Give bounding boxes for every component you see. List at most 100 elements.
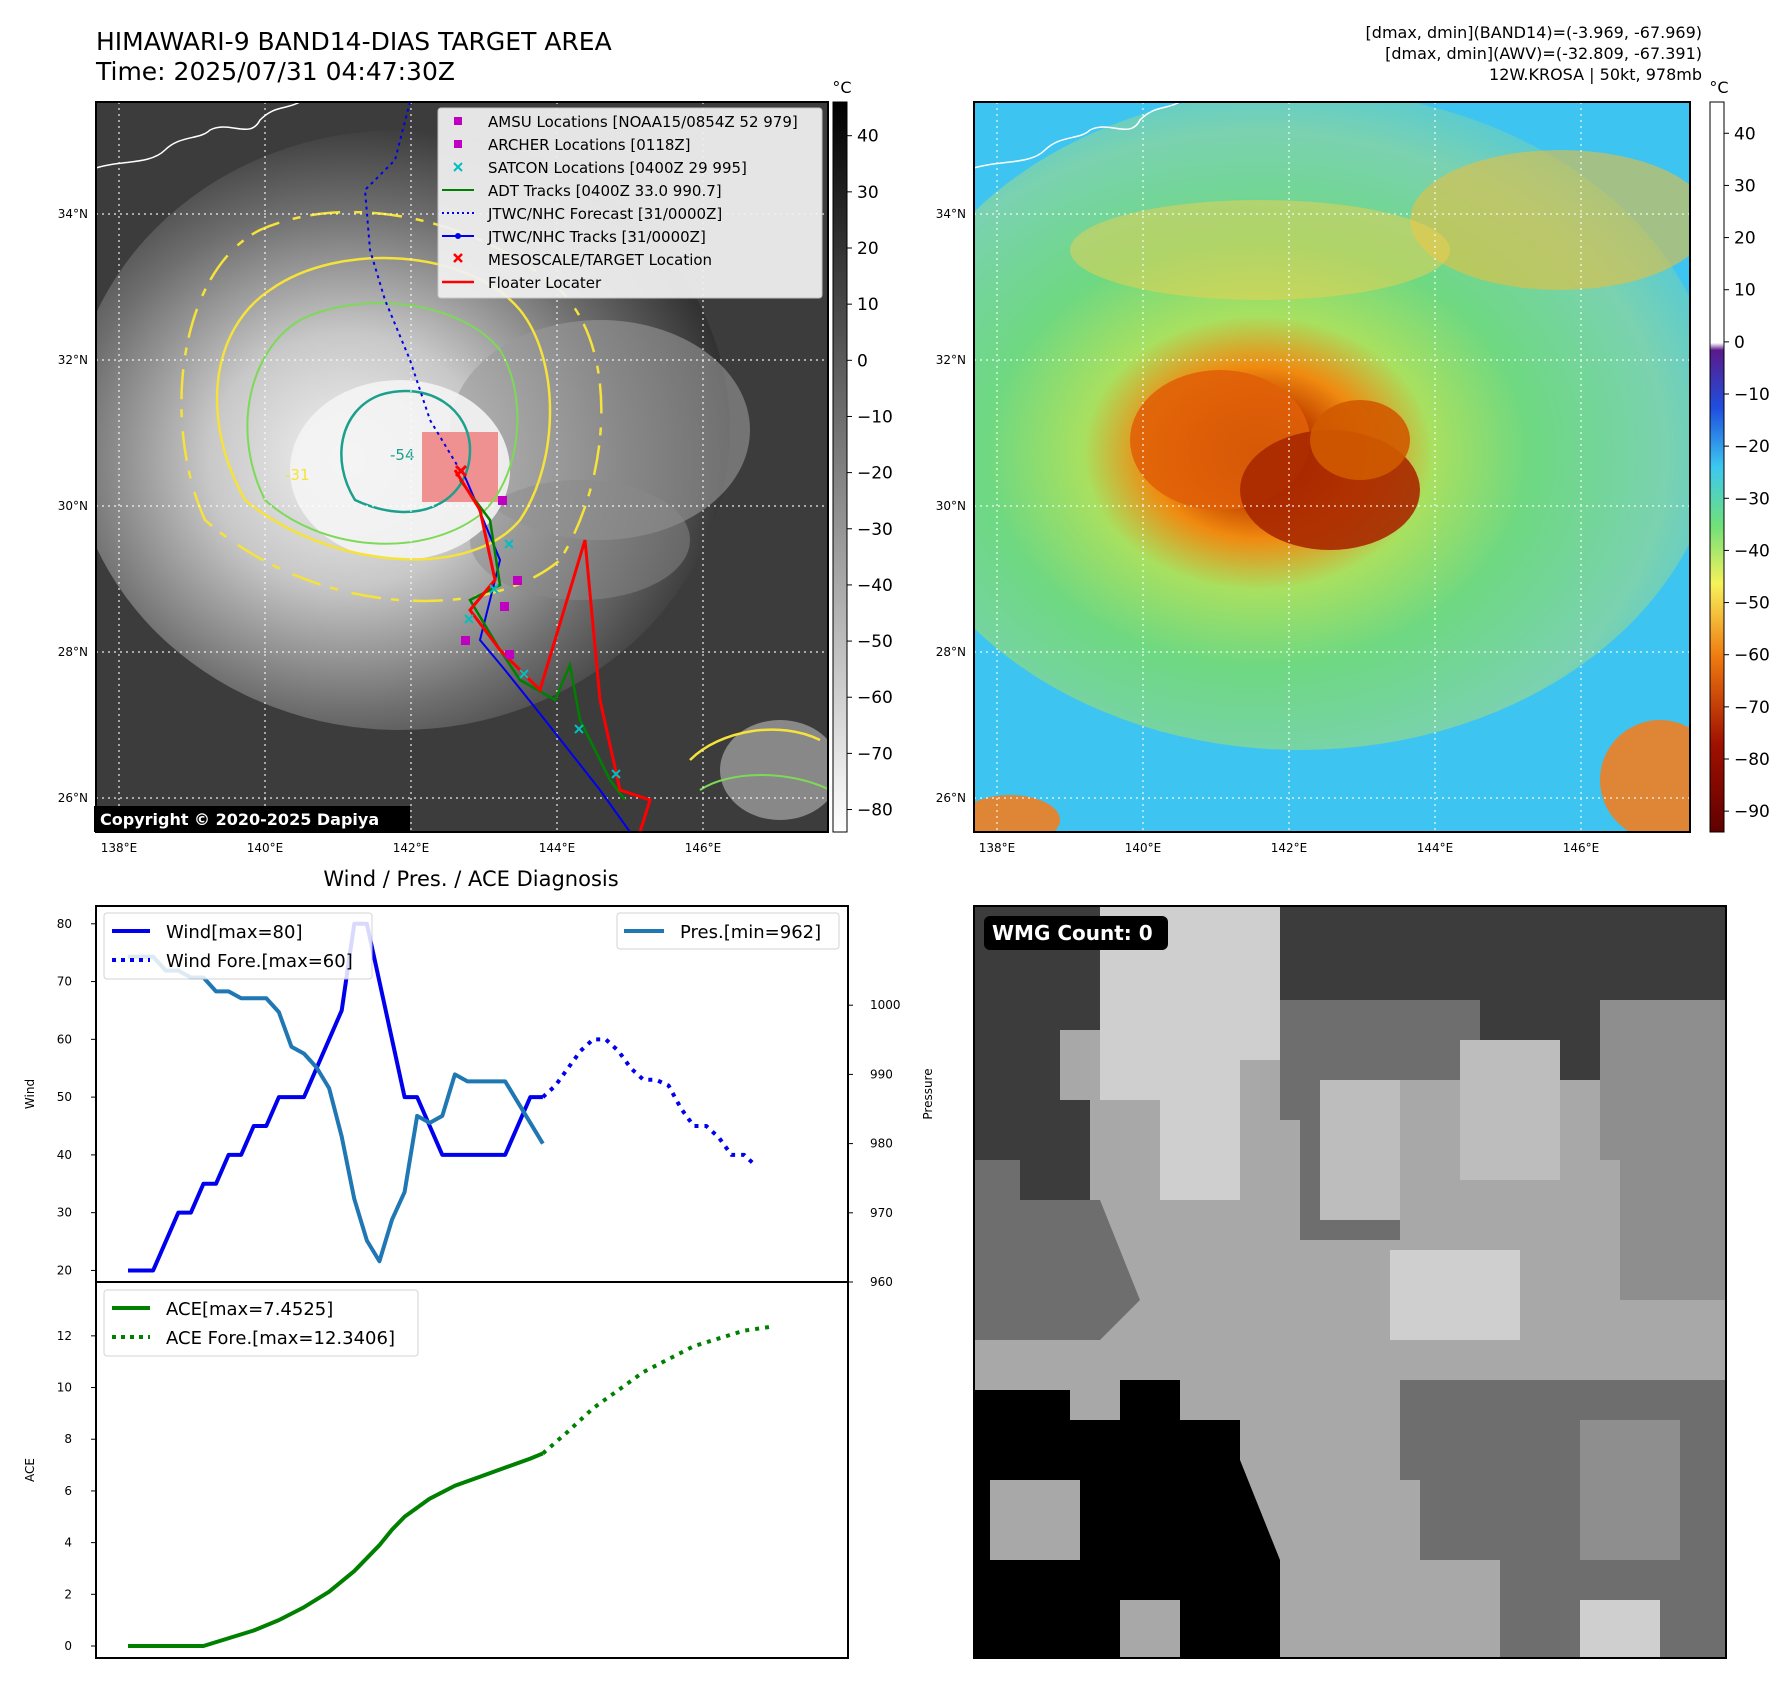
- info-storm: 12W.KROSA | 50kt, 978mb: [1489, 65, 1702, 84]
- colorbar-awv-tick-label: −80: [1734, 750, 1770, 770]
- colorbar-ir-tick-label: −30: [857, 520, 893, 540]
- contour-label-54: -54: [390, 446, 415, 464]
- wmg-panel: WMG Count: 0: [973, 905, 1727, 1659]
- ace-legend: ACE[max=7.4525] ACE Fore.[max=12.3406]: [103, 1289, 419, 1357]
- colorbar-ir-unit: °C: [832, 78, 851, 97]
- awv-map-lat-labels: 34°N 32°N 30°N 28°N 26°N: [936, 207, 966, 805]
- svg-text:138°E: 138°E: [979, 841, 1016, 855]
- ir-map-lon-labels: 138°E 140°E 142°E 144°E 146°E: [101, 841, 722, 855]
- colorbar-ir-tick-label: −70: [857, 744, 893, 764]
- awv-coastline: [974, 102, 1181, 169]
- wind-tick-label: 50: [57, 1090, 72, 1104]
- wmg-count: WMG Count: 0: [992, 921, 1153, 945]
- wmg-count-box: [984, 916, 1168, 950]
- legend-wind-forecast: Wind Fore.[max=60]: [166, 951, 353, 972]
- wind-tick-label: 80: [57, 917, 72, 931]
- svg-text:138°E: 138°E: [101, 841, 138, 855]
- diagnosis-title: Wind / Pres. / ACE Diagnosis: [323, 867, 618, 891]
- ir-map-lat-labels: 34°N 32°N 30°N 28°N 26°N: [58, 207, 88, 805]
- wind-forecast-series-line: [541, 1037, 758, 1168]
- target-marker: [454, 464, 468, 478]
- legend-amsu: AMSU Locations [NOAA15/0854Z 52 979]: [488, 113, 798, 131]
- svg-text:140°E: 140°E: [1125, 841, 1162, 855]
- svg-text:146°E: 146°E: [685, 841, 722, 855]
- ace-tick-label: 4: [64, 1536, 72, 1550]
- legend-jtwc-dot-icon: [455, 233, 461, 239]
- pressure-tick-label: 960: [870, 1275, 893, 1289]
- legend-floater: Floater Locater: [488, 274, 602, 292]
- map-legend: AMSU Locations [NOAA15/0854Z 52 979] ARC…: [437, 107, 823, 299]
- target-box: [422, 432, 498, 502]
- contour-label-31: -31: [285, 466, 310, 484]
- colorbar-awv-tick-label: 20: [1734, 229, 1756, 249]
- contour-green: [246, 302, 519, 545]
- colorbar-awv-tick-label: 0: [1734, 333, 1745, 353]
- wmg-imagery: [974, 906, 1726, 1658]
- wind-tick-label: 70: [57, 975, 72, 989]
- ace-tick-label: 12: [57, 1329, 72, 1343]
- svg-text:30°N: 30°N: [936, 499, 966, 513]
- wind-legend: Wind[max=80] Wind Fore.[max=60]: [103, 912, 373, 980]
- ace-tick-label: 10: [57, 1381, 72, 1395]
- colorbar-ir-tick-label: −20: [857, 464, 893, 484]
- wind-tick-label: 60: [57, 1032, 72, 1046]
- satcon-markers: [464, 539, 621, 779]
- ace-tick-label: 0: [64, 1639, 72, 1653]
- svg-text:142°E: 142°E: [393, 841, 430, 855]
- legend-satcon-icon: [453, 162, 463, 172]
- colorbar-ir-tick-label: −40: [857, 576, 893, 596]
- legend-adt: ADT Tracks [0400Z 33.0 990.7]: [488, 182, 722, 200]
- colorbar-ir-tick-label: −50: [857, 632, 893, 652]
- pressure-tick-label: 970: [870, 1206, 893, 1220]
- wind-tick-label: 20: [57, 1263, 72, 1277]
- legend-jtwc-tracks: JTWC/NHC Tracks [31/0000Z]: [487, 228, 706, 246]
- svg-text:32°N: 32°N: [58, 353, 88, 367]
- amsu-markers: [461, 496, 522, 659]
- ir-map-frame: [95, 101, 829, 833]
- svg-text:30°N: 30°N: [58, 499, 88, 513]
- colorbar-awv-tick-label: 10: [1734, 281, 1756, 301]
- coastline: [96, 102, 301, 169]
- pressure-tick-label: 980: [870, 1137, 893, 1151]
- colorbar-ir-tick-label: 20: [857, 239, 879, 259]
- colorbar-awv-tick-label: −60: [1734, 646, 1770, 666]
- ace-tick-label: 6: [64, 1484, 72, 1498]
- legend-archer-icon: [454, 140, 462, 148]
- wind-pressure-chart: 20 30 40 50 60 70 80 960 970 980 990 1000 Wind Pre…: [23, 905, 935, 1289]
- legend-pressure: Pres.[min=962]: [680, 922, 821, 943]
- colorbar-ir-tick-label: −10: [857, 407, 893, 427]
- figure-title: HIMAWARI-9 BAND14-DIAS TARGET AREA: [96, 27, 612, 56]
- wind-series-line: [128, 921, 543, 1273]
- svg-text:28°N: 28°N: [936, 645, 966, 659]
- svg-text:34°N: 34°N: [58, 207, 88, 221]
- svg-text:28°N: 28°N: [58, 645, 88, 659]
- info-awv: [dmax, dmin](AWV)=(-32.809, -67.391): [1385, 44, 1702, 63]
- colorbar-ir: °C 40 30 20 10 0 −10 −20 −30 −40 −50 −60 −70 −80: [832, 78, 893, 833]
- contour-teal: [340, 389, 472, 514]
- svg-text:34°N: 34°N: [936, 207, 966, 221]
- colorbar-awv-tick-label: −40: [1734, 541, 1770, 561]
- colorbar-awv-tick-label: −70: [1734, 698, 1770, 718]
- colorbar-ir-tick-label: 10: [857, 295, 879, 315]
- colorbar-awv-tick-label: −20: [1734, 437, 1770, 457]
- awv-map-lon-labels: 138°E 140°E 142°E 144°E 146°E: [979, 841, 1600, 855]
- svg-text:144°E: 144°E: [1417, 841, 1454, 855]
- legend-ace-forecast: ACE Fore.[max=12.3406]: [166, 1328, 395, 1349]
- awv-imagery: [974, 102, 1690, 832]
- pressure-tick-label: 1000: [870, 998, 901, 1012]
- colorbar-awv-tick-label: −50: [1734, 594, 1770, 614]
- legend-target-icon: [453, 253, 463, 263]
- contour-green-se: [699, 774, 828, 791]
- colorbar-awv-tick-label: 40: [1734, 124, 1756, 144]
- svg-text:140°E: 140°E: [247, 841, 284, 855]
- colorbar-ir-tick-label: 30: [857, 183, 879, 203]
- ace-tick-label: 8: [64, 1432, 72, 1446]
- copyright: Copyright © 2020-2025 Dapiya: [100, 810, 379, 829]
- legend-target: MESOSCALE/TARGET Location: [488, 251, 712, 269]
- ir-map-panel: -54 -31: [58, 101, 829, 855]
- colorbar-ir-tick-label: −60: [857, 688, 893, 708]
- wmg-frame: [973, 905, 1727, 1659]
- legend-amsu-icon: [454, 117, 462, 125]
- wind-axis-label: Wind: [23, 1079, 37, 1109]
